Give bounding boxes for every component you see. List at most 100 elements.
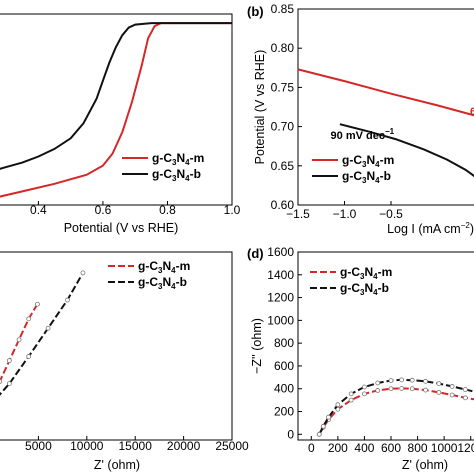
panel-b-y-ticks: 0.60 0.65 0.70 0.75 0.80 0.85 xyxy=(271,2,302,212)
data-point xyxy=(399,377,405,383)
y-tick-label: 0.85 xyxy=(271,2,295,16)
panel-b-x-axis-label: Log I (mA cm−2) xyxy=(387,221,474,236)
data-point xyxy=(316,431,322,437)
series-line-g-c3n4-b xyxy=(0,22,232,170)
y-tick-label: 0.65 xyxy=(271,159,295,173)
data-point xyxy=(449,392,455,398)
legend-label-text: -b xyxy=(176,275,187,289)
x-tick-label: 5000 xyxy=(25,439,52,453)
data-point xyxy=(335,406,341,412)
data-point xyxy=(16,337,22,343)
panel-c-legend: g-C3N4-mg-C3N4-b xyxy=(108,259,190,291)
legend-label-text: g-C xyxy=(340,281,360,295)
data-point xyxy=(35,301,40,307)
series-line-g-c3n4-m xyxy=(318,387,474,435)
data-point xyxy=(348,391,354,397)
legend-label-subscript: 4 xyxy=(373,272,378,281)
panel-a-polarization-chart: 0.4 0.6 0.8 1.0 Potential (V vs RHE) g-C3N4… xyxy=(0,13,241,235)
legend-label-text: N xyxy=(162,259,171,273)
x-tick-label: 15000 xyxy=(119,439,153,453)
panel-b-series xyxy=(297,68,474,178)
panel-c-nyquist-chart: 5000 10000 15000 20000 25000 Z' (ohm) g-C3N4… xyxy=(0,251,249,472)
data-point xyxy=(375,388,381,393)
legend-label-text: g-C xyxy=(342,153,362,167)
x-tick-label: 800 xyxy=(408,441,428,455)
panel-b-x-ticks: −1.5 −1.0 −0.5 xyxy=(286,201,403,221)
data-point xyxy=(326,414,331,420)
data-point xyxy=(423,378,428,384)
x-tick-label: 10000 xyxy=(70,439,104,453)
y-tick-label: 0.60 xyxy=(271,198,295,212)
data-point xyxy=(6,381,12,387)
panel-c-series xyxy=(0,270,86,396)
legend-label-text: g-C xyxy=(340,265,360,279)
x-tick-label: 0.8 xyxy=(159,203,176,217)
x-tick-label: 1200 xyxy=(457,441,474,455)
panel-a-x-axis-label: Potential (V vs RHE) xyxy=(64,221,179,235)
y-tick-label: 1000 xyxy=(267,313,294,327)
series-line-g-c3n4-b xyxy=(339,123,474,178)
legend-label: g-C3N4-b xyxy=(152,167,201,183)
legend-label-subscript: 4 xyxy=(373,288,378,297)
legend-label-text: -b xyxy=(378,281,389,295)
x-tick-label: 20000 xyxy=(167,439,201,453)
data-point xyxy=(375,380,381,386)
legend-label-subscript: 4 xyxy=(375,160,380,169)
y-tick-label: 400 xyxy=(274,382,294,396)
y-tick-label: 200 xyxy=(274,405,294,419)
panel-b-tafel-chart: (b) 0.60 0.65 0.70 0.75 0.80 0.85 −1.5 −1.0 −0.… xyxy=(247,2,474,236)
data-point xyxy=(45,325,51,331)
data-point xyxy=(80,270,86,276)
data-point xyxy=(6,358,12,364)
x-tick-label: 0.6 xyxy=(95,203,112,217)
panel-b-legend: g-C3N4-m g-C3N4-b xyxy=(312,153,394,185)
data-point xyxy=(436,381,442,387)
legend-label-subscript: 3 xyxy=(360,272,365,281)
legend-label: g-C3N4-b xyxy=(340,281,389,297)
legend-label-subscript: 3 xyxy=(362,176,367,185)
slope-annotation-main: 90 mV dec xyxy=(331,130,385,142)
y-tick-label: 1600 xyxy=(267,245,294,259)
x-tick-label: −1.0 xyxy=(333,207,357,221)
legend-label-subscript: 4 xyxy=(185,174,190,183)
panel-d-x-axis-label: Z' (ohm) xyxy=(402,458,448,472)
legend-label-text: N xyxy=(364,265,373,279)
panel-a-frame xyxy=(0,13,233,206)
data-point xyxy=(462,395,468,401)
legend-label-text: -b xyxy=(190,167,201,181)
panel-b-x-axis-label-close: ) xyxy=(470,222,474,236)
legend-label-text: g-C xyxy=(342,169,362,183)
x-tick-label: −0.5 xyxy=(379,207,403,221)
legend-label-text: g-C xyxy=(152,167,172,181)
slope-annotation-exponent: −1 xyxy=(385,127,395,136)
y-tick-label: 0.75 xyxy=(271,80,295,94)
data-point xyxy=(320,423,326,429)
legend-label: g-C3N4-m xyxy=(138,259,190,275)
panel-b-y-axis-label: Potential (V vs RHE) xyxy=(253,50,267,165)
legend-label-subscript: 3 xyxy=(172,158,177,167)
x-tick-label: −1.5 xyxy=(286,207,310,221)
legend-label-text: N xyxy=(366,169,375,183)
legend-label-subscript: 4 xyxy=(171,266,176,275)
legend-label-text: N xyxy=(162,275,171,289)
legend-label-text: -m xyxy=(176,259,191,273)
panel-d-series xyxy=(316,377,474,437)
panel-a-x-ticks: 0.4 0.6 0.8 1.0 xyxy=(30,201,241,217)
series-line-g-c3n4-m xyxy=(0,303,39,384)
panel-c-frame xyxy=(0,251,233,441)
data-point xyxy=(335,402,341,408)
data-point xyxy=(436,389,442,395)
legend-label: g-C3N4-b xyxy=(342,169,391,185)
panel-d-y-ticks: 0 200 400 600 800 1000 1200 1400 1600 xyxy=(267,245,302,441)
legend-label-text: N xyxy=(176,167,185,181)
legend-label-text: -m xyxy=(380,153,395,167)
panel-a-legend: g-C3N4-mg-C3N4-b xyxy=(122,151,204,183)
y-tick-label: 800 xyxy=(274,336,294,350)
x-tick-label: 600 xyxy=(381,441,401,455)
panel-d-label: (d) xyxy=(247,246,264,261)
series-line-g-c3n4-b xyxy=(0,272,84,396)
y-tick-label: 0 xyxy=(287,427,294,441)
legend-label-subscript: 4 xyxy=(171,282,176,291)
